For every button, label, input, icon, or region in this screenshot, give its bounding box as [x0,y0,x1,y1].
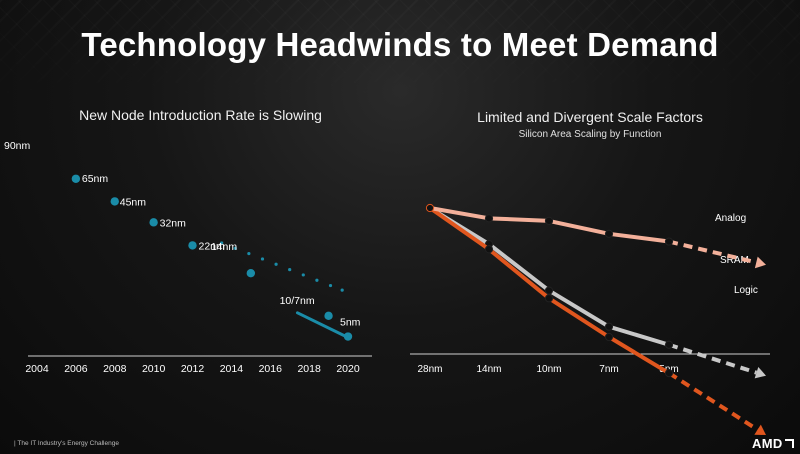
node-point [343,332,353,341]
node-label: 90nm [4,140,31,152]
trend-dot [340,288,344,292]
node-label: 5nm [340,317,361,329]
amd-arrow-icon [784,439,794,448]
analog-point [425,203,435,213]
sram-projection-line [668,342,758,375]
trend-dot [220,241,224,245]
logic-label: Logic [734,285,758,296]
sram-arrowhead [754,366,766,379]
logic-point [604,332,614,342]
logic-point [544,294,554,303]
sram-point [664,340,674,349]
left-x-tick-label: 2016 [259,363,283,375]
right-x-tick-label: 10nm [536,364,561,375]
analog-projection-line [668,239,757,265]
right-chart-title: Limited and Divergent Scale Factors [477,109,703,125]
analog-point [604,229,614,238]
slide-title: Technology Headwinds to Meet Demand [81,26,719,63]
analog-point [664,237,674,246]
left-x-tick-label: 2010 [142,363,166,375]
trend-dot [301,273,305,277]
left-x-tick-label: 2006 [64,363,88,375]
node-point [149,218,158,227]
right-x-tick-label: 28nm [417,364,442,375]
node-label: 45nm [120,196,147,208]
left-x-tick-label: 2004 [25,363,49,375]
logic-projection-line [667,371,759,432]
node-point [71,174,81,183]
right-x-tick-label: 7nm [599,364,618,375]
right-chart-subtitle: Silicon Area Scaling by Function [518,129,662,140]
amd-logo-text: AMD [752,436,783,451]
node-point [188,241,197,250]
analog-arrowhead [754,256,766,269]
sram-series-line [428,206,670,347]
node-point [246,268,256,278]
left-x-tick-label: 2012 [181,363,205,375]
trend-dot [315,278,319,282]
trend-dot [288,268,292,272]
node-label: 10/7nm [280,295,315,307]
recent-trend-line [295,311,350,340]
node-label: 65nm [82,173,109,185]
node-point [110,197,119,206]
right-x-tick-label: 14nm [476,364,501,375]
trend-dot [260,257,265,261]
trend-dot [247,252,251,256]
logic-arrowhead [754,424,766,436]
left-chart-title: New Node Introduction Rate is Slowing [79,107,322,123]
node-label: 22nm [199,240,226,252]
trend-dot [233,246,237,250]
background-texture [0,0,800,110]
trend-dot [274,262,278,266]
amd-logo: AMD [752,436,794,451]
analog-point [544,216,554,225]
logic-point [484,245,494,254]
node-point [324,311,333,321]
sram-point [544,286,554,295]
analog-label: Analog [715,213,746,224]
footer-text: | The IT Industry's Energy Challenge [14,440,119,447]
sram-point [604,322,614,331]
left-x-tick-label: 2014 [220,363,244,375]
left-x-tick-label: 2008 [103,363,127,375]
node-label: 32nm [160,217,187,229]
logic-point [664,369,674,378]
sram-label: SRAM [720,255,749,266]
node-label: 14nm [211,241,238,253]
analog-point [484,214,494,223]
left-x-tick-label: 2018 [297,363,321,375]
left-x-tick-label: 2020 [336,363,360,375]
trend-dot [328,283,333,288]
